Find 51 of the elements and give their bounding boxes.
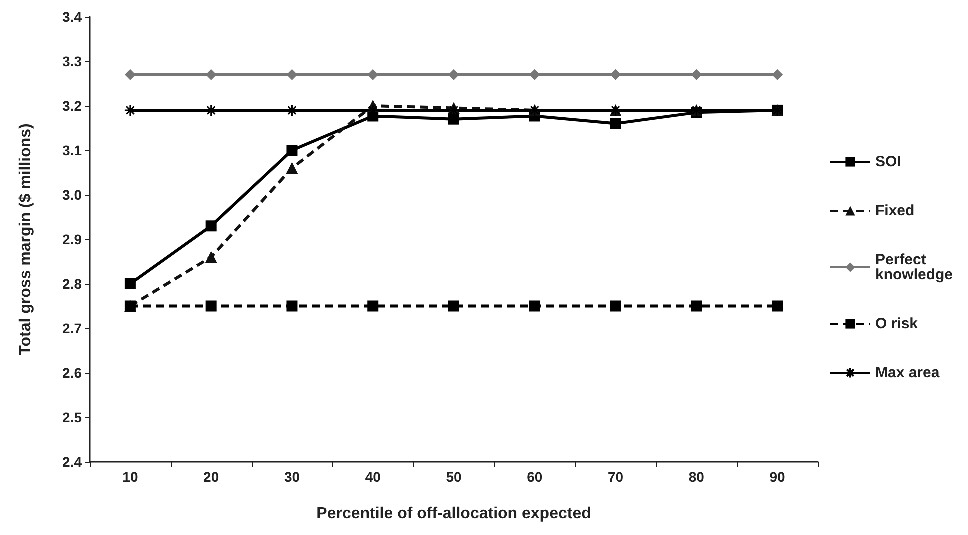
y-tick-label: 3.0 bbox=[62, 187, 82, 203]
y-tick-label: 2.5 bbox=[62, 410, 82, 426]
y-tick-label: 3.4 bbox=[62, 9, 82, 25]
x-tick-label: 70 bbox=[608, 469, 624, 485]
point bbox=[368, 69, 379, 80]
x-tick-label: 20 bbox=[204, 469, 220, 485]
x-tick-label: 90 bbox=[770, 469, 786, 485]
point bbox=[691, 69, 702, 80]
point bbox=[286, 145, 298, 156]
point bbox=[205, 251, 218, 264]
point bbox=[610, 69, 622, 80]
legend-label: SOI bbox=[875, 154, 902, 170]
y-tick-label: 2.8 bbox=[62, 276, 82, 292]
y-tick-label: 3.3 bbox=[62, 54, 82, 70]
y-tick-label: 3.1 bbox=[62, 142, 82, 158]
point bbox=[610, 118, 622, 130]
point bbox=[368, 300, 379, 312]
y-axis-title: Total gross margin ($ millions) bbox=[18, 124, 34, 356]
legend-label: Max area bbox=[875, 364, 940, 382]
point bbox=[286, 162, 298, 174]
y-tick-label: 3.2 bbox=[62, 98, 82, 114]
point bbox=[772, 300, 784, 312]
x-axis-title: Percentile of off-allocation expected bbox=[316, 506, 592, 522]
point bbox=[610, 300, 622, 312]
point bbox=[206, 69, 217, 80]
point bbox=[448, 69, 460, 80]
x-tick-label: 40 bbox=[365, 469, 382, 485]
legend-label: Perfect knowledge bbox=[875, 252, 954, 284]
y-tick-label: 2.9 bbox=[62, 232, 82, 248]
x-tick-label: 10 bbox=[122, 469, 138, 485]
x-tick-label: 80 bbox=[688, 469, 705, 485]
y-tick-label: 2.7 bbox=[62, 320, 82, 336]
point bbox=[529, 69, 540, 80]
point bbox=[124, 69, 136, 80]
x-tick-label: 30 bbox=[284, 469, 300, 485]
x-tick-label: 60 bbox=[527, 469, 543, 485]
point bbox=[124, 278, 136, 290]
legend-label: O risk bbox=[875, 316, 919, 332]
x-tick-label: 50 bbox=[446, 469, 462, 485]
point bbox=[529, 300, 540, 312]
point bbox=[206, 220, 217, 232]
y-tick-label: 2.6 bbox=[62, 365, 82, 381]
point bbox=[286, 69, 298, 80]
legend-label: Fixed bbox=[875, 202, 915, 220]
point bbox=[286, 300, 298, 312]
point bbox=[206, 300, 217, 312]
point bbox=[448, 114, 460, 125]
point bbox=[772, 69, 784, 80]
point bbox=[448, 300, 460, 312]
y-tick-label: 2.4 bbox=[62, 454, 82, 470]
point bbox=[691, 300, 702, 312]
